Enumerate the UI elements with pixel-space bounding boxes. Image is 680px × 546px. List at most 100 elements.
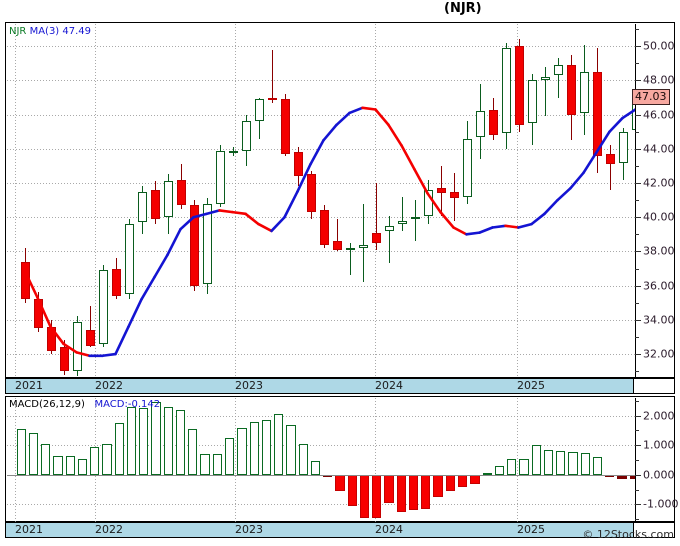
candle-up[interactable] — [345, 248, 355, 251]
macd-bar-positive[interactable] — [102, 443, 112, 475]
candle-down[interactable] — [566, 65, 576, 115]
macd-bar-negative[interactable] — [396, 474, 406, 512]
macd-bar-positive[interactable] — [163, 406, 173, 475]
candle-down[interactable] — [59, 347, 69, 372]
price-y-minor-tick — [635, 46, 639, 48]
macd-bar-positive[interactable] — [175, 409, 186, 475]
macd-bar-positive[interactable] — [543, 449, 554, 475]
macd-bar-positive[interactable] — [556, 450, 566, 475]
candle-down[interactable] — [111, 268, 121, 296]
price-gridline — [7, 114, 635, 116]
candle-up[interactable] — [579, 71, 589, 113]
candle-up[interactable] — [163, 181, 173, 218]
macd-bar-positive[interactable] — [188, 429, 198, 475]
candle-up[interactable] — [72, 321, 82, 372]
macd-bar-negative[interactable] — [470, 474, 480, 485]
macd-bar-negative[interactable] — [408, 474, 419, 511]
macd-bar-positive[interactable] — [65, 456, 75, 475]
candle-up[interactable] — [462, 138, 472, 197]
page-title: (NJR) — [444, 1, 482, 16]
candle-up[interactable] — [501, 47, 511, 134]
candle-up[interactable] — [475, 111, 485, 137]
candle-down[interactable] — [605, 153, 615, 165]
macd-bar-negative[interactable] — [372, 474, 382, 518]
macd-bar-positive[interactable] — [237, 427, 247, 475]
candle-up[interactable] — [124, 224, 134, 295]
macd-bar-positive[interactable] — [151, 402, 161, 475]
macd-bar-positive[interactable] — [200, 454, 210, 475]
macd-bar-positive[interactable] — [580, 452, 590, 475]
candle-down[interactable] — [436, 188, 446, 194]
macd-bar-positive[interactable] — [114, 423, 124, 475]
candle-up[interactable] — [410, 217, 420, 220]
candle-up[interactable] — [384, 225, 394, 231]
candle-down[interactable] — [514, 46, 524, 125]
macd-bar-negative[interactable] — [359, 474, 370, 518]
candle-up[interactable] — [137, 191, 147, 223]
macd-bar-positive[interactable] — [28, 433, 38, 475]
candle-down[interactable] — [319, 210, 329, 245]
macd-bar-negative[interactable] — [458, 474, 468, 488]
macd-bar-positive[interactable] — [261, 420, 272, 475]
macd-bar-positive[interactable] — [41, 443, 51, 475]
candle-up[interactable] — [228, 150, 238, 153]
macd-bar-positive[interactable] — [568, 451, 578, 475]
candle-down[interactable] — [85, 330, 95, 346]
price-y-axis: 50.00 48.00 46.00 44.00 42.00 40.00 38.00 36.00… — [635, 24, 675, 378]
candle-down[interactable] — [267, 97, 277, 100]
candle-down[interactable] — [592, 71, 602, 156]
macd-bar-positive[interactable] — [286, 424, 296, 475]
candle-up[interactable] — [202, 203, 212, 284]
candle-up[interactable] — [423, 189, 433, 216]
candle-up[interactable] — [540, 77, 550, 81]
candle-down[interactable] — [176, 179, 186, 206]
macd-bar-positive[interactable] — [77, 458, 88, 475]
macd-bar-negative[interactable] — [335, 474, 345, 491]
macd-bar-positive[interactable] — [310, 461, 321, 475]
candle-up[interactable] — [527, 80, 537, 124]
macd-bar-positive[interactable] — [592, 457, 603, 475]
candle-down[interactable] — [280, 99, 290, 154]
candle-down[interactable] — [306, 174, 316, 213]
candle-up[interactable] — [241, 121, 251, 151]
macd-bar-negative[interactable] — [384, 474, 394, 503]
macd-bar-positive[interactable] — [298, 443, 308, 475]
macd-bar-positive[interactable] — [274, 414, 284, 475]
price-y-minor-tick — [635, 285, 639, 287]
candle-down[interactable] — [371, 232, 381, 243]
candle-down[interactable] — [150, 189, 160, 219]
candle-down[interactable] — [449, 191, 459, 199]
candle-up[interactable] — [397, 220, 407, 225]
macd-bar-positive[interactable] — [531, 445, 541, 475]
macd-bar-positive[interactable] — [16, 429, 26, 475]
candle-up[interactable] — [98, 270, 108, 344]
macd-bar-positive[interactable] — [212, 454, 222, 475]
candle-up[interactable] — [215, 150, 225, 204]
candle-down[interactable] — [332, 241, 342, 250]
macd-plot-area[interactable] — [7, 398, 635, 522]
candle-down[interactable] — [293, 152, 303, 177]
candle-up[interactable] — [254, 99, 264, 122]
candle-down[interactable] — [189, 205, 199, 286]
macd-bar-positive[interactable] — [507, 458, 517, 475]
macd-bar-positive[interactable] — [90, 446, 100, 475]
macd-bar-positive[interactable] — [126, 406, 137, 475]
macd-bar-negative[interactable] — [347, 474, 357, 506]
x-axis-year-label: 2025 — [517, 379, 545, 392]
macd-bar-negative[interactable] — [421, 474, 431, 509]
macd-bar-positive[interactable] — [249, 421, 259, 475]
macd-y-minor-tick — [635, 489, 639, 491]
macd-y-label: -1.000 — [643, 497, 679, 511]
price-plot-area[interactable] — [7, 24, 635, 378]
candle-up[interactable] — [618, 131, 628, 163]
macd-bar-positive[interactable] — [139, 408, 149, 475]
macd-bar-positive[interactable] — [224, 437, 235, 475]
candle-down[interactable] — [488, 109, 498, 136]
macd-bar-positive[interactable] — [519, 458, 529, 475]
macd-bar-negative[interactable] — [445, 474, 455, 491]
macd-bar-positive[interactable] — [53, 456, 63, 475]
macd-bar-positive[interactable] — [494, 465, 505, 475]
candle-up[interactable] — [553, 65, 563, 76]
macd-bar-negative[interactable] — [433, 474, 443, 497]
candle-up[interactable] — [358, 244, 368, 248]
